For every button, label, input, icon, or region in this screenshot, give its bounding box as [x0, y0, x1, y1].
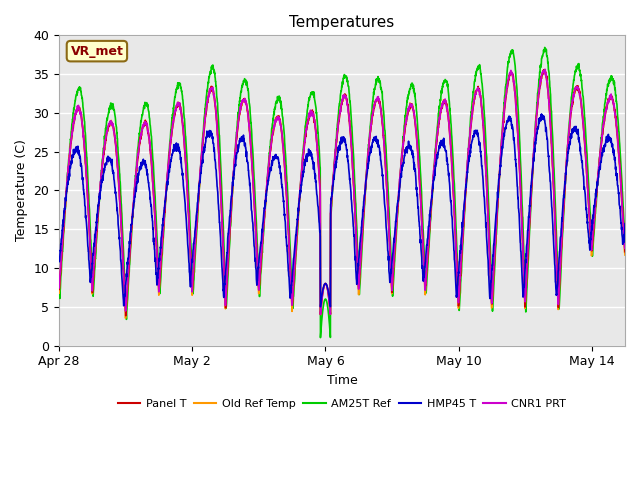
HMP45 T: [501, 125, 509, 131]
Panel T: [170, 115, 178, 120]
CNR1 PRT: [541, 67, 549, 72]
AM25T Ref: [541, 45, 548, 50]
AM25T Ref: [100, 145, 108, 151]
Panel T: [621, 249, 629, 254]
Panel T: [55, 287, 63, 292]
X-axis label: Time: Time: [326, 374, 358, 387]
AM25T Ref: [55, 277, 63, 283]
HMP45 T: [538, 111, 545, 117]
Line: AM25T Ref: AM25T Ref: [59, 48, 625, 337]
HMP45 T: [317, 304, 324, 310]
Old Ref Temp: [367, 127, 374, 133]
HMP45 T: [225, 222, 233, 228]
Old Ref Temp: [100, 152, 108, 158]
Old Ref Temp: [178, 113, 186, 119]
Y-axis label: Temperature (C): Temperature (C): [15, 140, 28, 241]
CNR1 PRT: [55, 285, 63, 291]
AM25T Ref: [177, 86, 185, 92]
AM25T Ref: [621, 239, 629, 245]
Old Ref Temp: [55, 290, 63, 296]
CNR1 PRT: [225, 237, 233, 243]
Old Ref Temp: [501, 98, 509, 104]
Panel T: [122, 313, 129, 319]
Title: Temperatures: Temperatures: [289, 15, 395, 30]
Panel T: [501, 101, 509, 107]
HMP45 T: [55, 259, 63, 264]
CNR1 PRT: [317, 312, 324, 317]
Line: CNR1 PRT: CNR1 PRT: [59, 70, 625, 314]
Old Ref Temp: [122, 315, 129, 321]
Line: Old Ref Temp: Old Ref Temp: [59, 70, 625, 318]
CNR1 PRT: [170, 114, 178, 120]
CNR1 PRT: [501, 96, 509, 102]
Panel T: [367, 129, 374, 135]
HMP45 T: [170, 142, 178, 147]
HMP45 T: [367, 150, 374, 156]
HMP45 T: [177, 159, 185, 165]
Panel T: [100, 151, 108, 157]
CNR1 PRT: [621, 246, 629, 252]
Line: Panel T: Panel T: [59, 70, 625, 316]
Panel T: [178, 110, 186, 116]
HMP45 T: [100, 171, 108, 177]
Old Ref Temp: [170, 114, 178, 120]
Old Ref Temp: [621, 252, 629, 258]
HMP45 T: [621, 221, 629, 227]
Text: VR_met: VR_met: [70, 45, 124, 58]
Panel T: [225, 237, 233, 243]
AM25T Ref: [367, 122, 374, 128]
CNR1 PRT: [100, 149, 108, 155]
Panel T: [541, 67, 548, 72]
Legend: Panel T, Old Ref Temp, AM25T Ref, HMP45 T, CNR1 PRT: Panel T, Old Ref Temp, AM25T Ref, HMP45 …: [114, 395, 570, 413]
AM25T Ref: [501, 88, 509, 94]
CNR1 PRT: [177, 110, 185, 116]
Old Ref Temp: [225, 237, 233, 242]
AM25T Ref: [317, 335, 324, 340]
Old Ref Temp: [540, 67, 548, 73]
AM25T Ref: [170, 102, 178, 108]
AM25T Ref: [225, 248, 233, 254]
CNR1 PRT: [367, 127, 374, 133]
Line: HMP45 T: HMP45 T: [59, 114, 625, 307]
